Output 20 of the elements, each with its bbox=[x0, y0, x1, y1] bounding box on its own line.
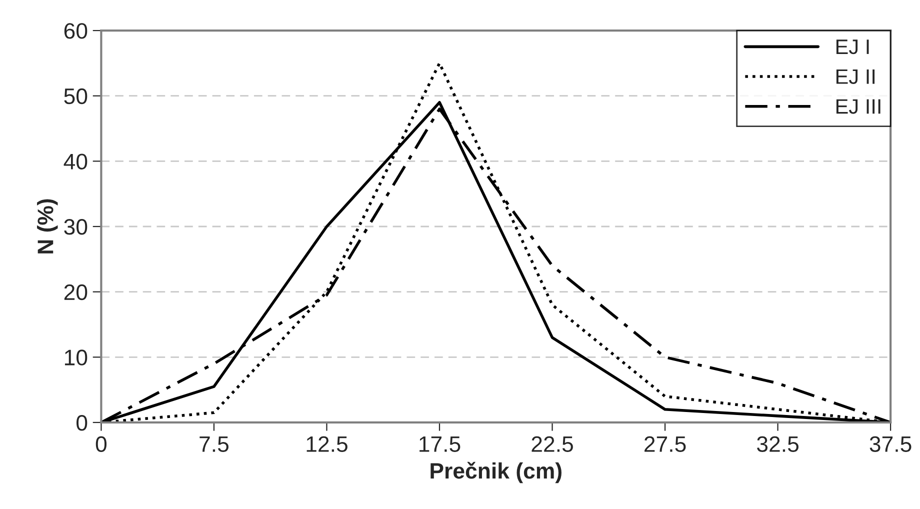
x-tick-label: 22.5 bbox=[532, 436, 573, 452]
y-tick-label: 20 bbox=[64, 284, 88, 300]
y-tick-label: 60 bbox=[64, 23, 88, 39]
x-tick-label: 12.5 bbox=[306, 436, 348, 452]
x-tick-label: 0 bbox=[96, 436, 107, 452]
x-tick-label: 37.5 bbox=[870, 436, 912, 452]
y-tick-label: 40 bbox=[64, 154, 88, 170]
legend-label: EJ I bbox=[836, 40, 869, 54]
y-tick-label: 0 bbox=[76, 415, 88, 431]
y-tick-label: 50 bbox=[64, 88, 88, 104]
y-tick-label: 30 bbox=[64, 219, 88, 235]
y-axis-title: N (%) bbox=[37, 199, 58, 254]
x-tick-label: 17.5 bbox=[420, 436, 460, 452]
x-tick-label: 32.5 bbox=[757, 436, 798, 452]
x-tick-label: 7.5 bbox=[200, 436, 228, 452]
x-tick-label: 27.5 bbox=[644, 436, 686, 452]
legend-label: EJ II bbox=[836, 69, 875, 84]
x-axis-title: Prečnik (cm) bbox=[430, 462, 562, 484]
y-tick-label: 10 bbox=[64, 350, 88, 366]
legend-label: EJ III bbox=[836, 99, 880, 114]
